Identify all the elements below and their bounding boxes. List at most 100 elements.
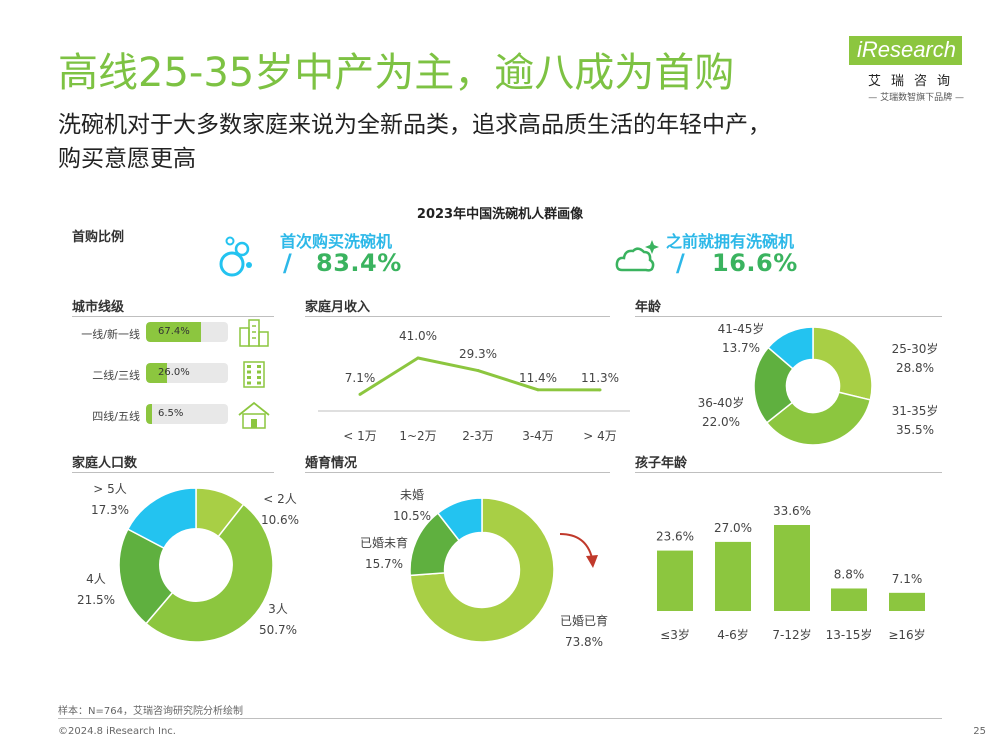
age-label-36-40: 36-40岁 22.0% xyxy=(697,396,745,429)
city-tier-value: 6.5% xyxy=(158,408,184,419)
city-tier-bar-track xyxy=(146,322,228,342)
child-age-value-label: 23.6% xyxy=(656,530,694,544)
city-tier-value: 26.0% xyxy=(158,367,190,378)
city-tier-label: 二线/三线 xyxy=(92,369,140,382)
child-age-bar xyxy=(831,588,867,611)
child-age-tick-label: 4-6岁 xyxy=(717,627,749,642)
footer-divider xyxy=(58,718,942,719)
marital-slice xyxy=(436,497,483,542)
income-line-chart: 7.1% < 1万 41.0% 1~2万 29.3% 2-3万 11.4% 3-4万 11.3%… xyxy=(318,329,630,443)
city-tier-bar xyxy=(146,404,152,424)
city-tier-label: 四线/五线 xyxy=(92,410,140,423)
subtitle-line-2: 购买意愿更高 xyxy=(58,146,196,172)
copyright: ©2024.8 iResearch Inc. xyxy=(58,726,176,737)
marital-label-married-nochild: 已婚未育 15.7% xyxy=(359,536,408,571)
income-heading: 家庭月收入 xyxy=(305,300,371,315)
child-age-tick-label: 7-12岁 xyxy=(772,627,811,642)
income-value-label: 11.3% xyxy=(581,371,619,385)
income-point xyxy=(358,392,362,396)
marital-label-single: 未婚 10.5% xyxy=(392,488,432,523)
child-age-bar xyxy=(889,592,925,611)
city-tier-bar-track xyxy=(146,404,228,424)
household-heading: 家庭人口数 xyxy=(72,456,138,471)
prior-owner-label: 之前就拥有洗碗机 xyxy=(666,232,795,251)
slash-icon: / xyxy=(676,249,685,277)
bubbles-icon xyxy=(219,236,252,277)
child-age-heading: 孩子年龄 xyxy=(635,456,688,471)
divider xyxy=(635,316,942,317)
logo-tagline: — 艾瑞数智旗下品牌 — xyxy=(868,93,964,103)
age-label-25-30: 25-30岁 28.8% xyxy=(891,342,939,375)
child-age-bar xyxy=(715,541,751,611)
household-label-2: < 2人 10.6% xyxy=(260,492,300,527)
divider xyxy=(635,472,942,473)
child-age-value-label: 7.1% xyxy=(892,572,923,586)
age-donut-chart xyxy=(753,326,873,446)
slash-icon: / xyxy=(283,249,292,277)
first-purchase-value: 83.4% xyxy=(316,249,402,277)
income-tick-label: 2-3万 xyxy=(462,429,494,443)
city-tier-bar xyxy=(146,363,168,383)
income-value-label: 11.4% xyxy=(519,371,557,385)
marital-heading: 婚育情况 xyxy=(305,456,358,471)
income-point xyxy=(476,369,480,373)
curved-arrow-icon xyxy=(559,533,598,568)
age-slice xyxy=(812,326,873,401)
iresearch-logo: iResearch xyxy=(848,36,962,65)
page-title: 高线25-35岁中产为主，逾八成为首购 xyxy=(58,50,735,96)
household-label-5plus: > 5人 17.3% xyxy=(90,482,130,517)
house-icon xyxy=(238,401,270,429)
divider xyxy=(72,316,274,317)
source-note: 样本：N=764，艾瑞咨询研究院分析绘制 xyxy=(58,706,243,717)
child-age-value-label: 33.6% xyxy=(773,504,811,518)
child-age-value-label: 27.0% xyxy=(714,521,752,535)
prior-owner-value: 16.6% xyxy=(712,249,798,277)
income-tick-label: < 1万 xyxy=(343,429,377,443)
income-point xyxy=(536,388,540,392)
child-age-bar-chart: 23.6% ≤3岁 27.0% 4-6岁 33.6% 7-12岁 8.8% 13-15岁 7.1… xyxy=(656,504,926,642)
income-point xyxy=(416,356,420,360)
subtitle-line-1: 洗碗机对于大多数家庭来说为全新品类，追求高品质生活的年轻中产， xyxy=(58,112,771,138)
household-label-4: 4人 21.5% xyxy=(76,572,116,607)
household-donut-chart xyxy=(118,487,274,643)
child-age-tick-label: ≤3岁 xyxy=(660,627,690,642)
income-point xyxy=(598,388,602,392)
income-tick-label: 1~2万 xyxy=(399,429,436,443)
income-tick-label: 3-4万 xyxy=(522,429,554,443)
child-age-bar xyxy=(774,525,810,611)
marital-label-married-child: 已婚已育 73.8% xyxy=(559,614,608,649)
logo-cn-name: 艾瑞咨询 xyxy=(867,74,960,89)
household-label-3: 3人 50.7% xyxy=(258,602,298,637)
age-label-41-45: 41-45岁 13.7% xyxy=(717,322,765,355)
divider xyxy=(305,472,610,473)
page-number: 25 xyxy=(973,726,986,737)
child-age-tick-label: 13-15岁 xyxy=(826,627,873,642)
page-subtitle: 洗碗机对于大多数家庭来说为全新品类，追求高品质生活的年轻中产， 购买意愿更高 xyxy=(58,108,771,176)
income-value-label: 29.3% xyxy=(459,347,497,361)
city-tier-bar xyxy=(146,322,202,342)
cloud-sparkle-icon xyxy=(615,240,659,272)
divider xyxy=(72,472,274,473)
marital-slice xyxy=(409,497,555,643)
household-slice xyxy=(144,503,274,643)
marital-donut-chart xyxy=(409,497,555,643)
city-tier-label: 一线/新一线 xyxy=(81,328,140,341)
child-age-bar xyxy=(657,550,693,611)
city-tier-bar-track xyxy=(146,363,228,383)
apartment-building-icon xyxy=(243,361,265,388)
household-slice xyxy=(126,487,197,550)
income-value-label: 41.0% xyxy=(399,329,437,343)
first-purchase-heading: 首购比例 xyxy=(72,230,125,245)
income-tick-label: > 4万 xyxy=(583,429,617,443)
income-series-line xyxy=(359,356,601,396)
chart-title: 2023年中国洗碗机人群画像 xyxy=(416,207,584,222)
child-age-tick-label: ≥16岁 xyxy=(888,627,925,642)
age-heading: 年龄 xyxy=(635,300,662,315)
age-slice xyxy=(765,391,872,446)
city-tier-heading: 城市线级 xyxy=(72,300,125,315)
age-slice xyxy=(767,326,814,370)
age-label-31-35: 31-35岁 35.5% xyxy=(891,404,939,437)
first-purchase-label: 首次购买洗碗机 xyxy=(280,232,393,251)
skyscrapers-icon xyxy=(239,319,269,347)
household-slice xyxy=(118,528,174,625)
